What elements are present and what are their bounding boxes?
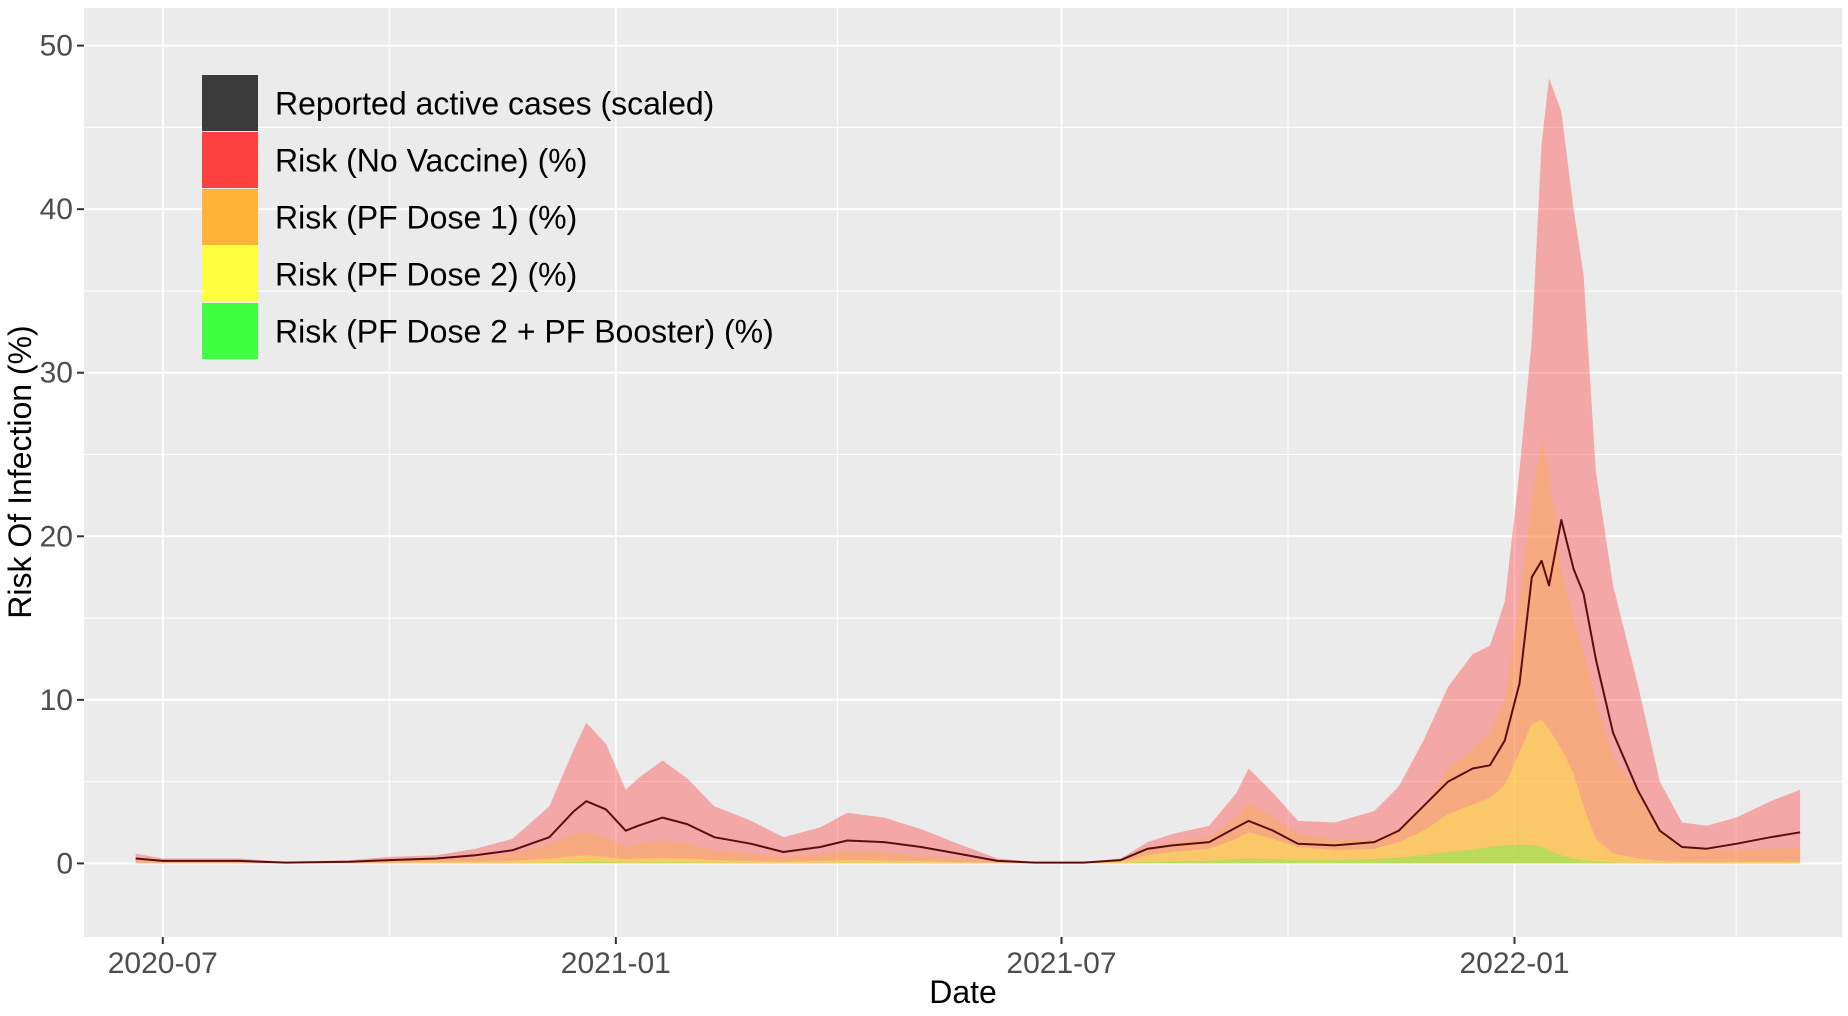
cases-line	[135, 518, 1801, 864]
x-tick-label: 2021-07	[1006, 947, 1116, 980]
legend-key	[202, 246, 258, 302]
legend-key	[202, 75, 258, 131]
x-tick-label: 2020-07	[108, 947, 218, 980]
legend-label: Risk (PF Dose 1) (%)	[275, 200, 577, 236]
y-axis-ticks: 0 10 20 30 40 50	[40, 30, 84, 880]
x-axis-title: Date	[929, 974, 997, 1010]
legend-key	[202, 132, 258, 188]
legend-label: Reported active cases (scaled)	[275, 86, 714, 122]
risk-areas	[135, 78, 1801, 864]
legend-key	[202, 303, 258, 359]
y-tick-label: 20	[40, 520, 73, 553]
plot-panel	[84, 8, 1842, 937]
area-no-vaccine	[135, 78, 1801, 864]
y-tick-label: 10	[40, 684, 73, 717]
legend-key	[202, 189, 258, 245]
y-axis-title: Risk Of Infection (%)	[2, 325, 38, 618]
area-pf-booster	[135, 844, 1801, 864]
major-gridlines	[84, 8, 1842, 937]
legend-label: Risk (No Vaccine) (%)	[275, 143, 587, 179]
minor-gridlines	[84, 8, 1842, 937]
y-tick-label: 40	[40, 193, 73, 226]
legend-label: Risk (PF Dose 2) (%)	[275, 257, 577, 293]
y-tick-label: 30	[40, 357, 73, 390]
legend-label: Risk (PF Dose 2 + PF Booster) (%)	[275, 314, 774, 350]
x-axis-ticks: 2020-07 2021-01 2021-07 2022-01	[108, 937, 1570, 980]
legend: Reported active cases (scaled) Risk (No V…	[202, 75, 774, 359]
area-pf-dose-1	[135, 438, 1801, 864]
x-tick-label: 2022-01	[1459, 947, 1569, 980]
y-tick-label: 50	[40, 30, 73, 63]
cases-line-group	[135, 518, 1801, 864]
x-tick-label: 2021-01	[561, 947, 671, 980]
y-tick-label: 0	[56, 847, 73, 880]
